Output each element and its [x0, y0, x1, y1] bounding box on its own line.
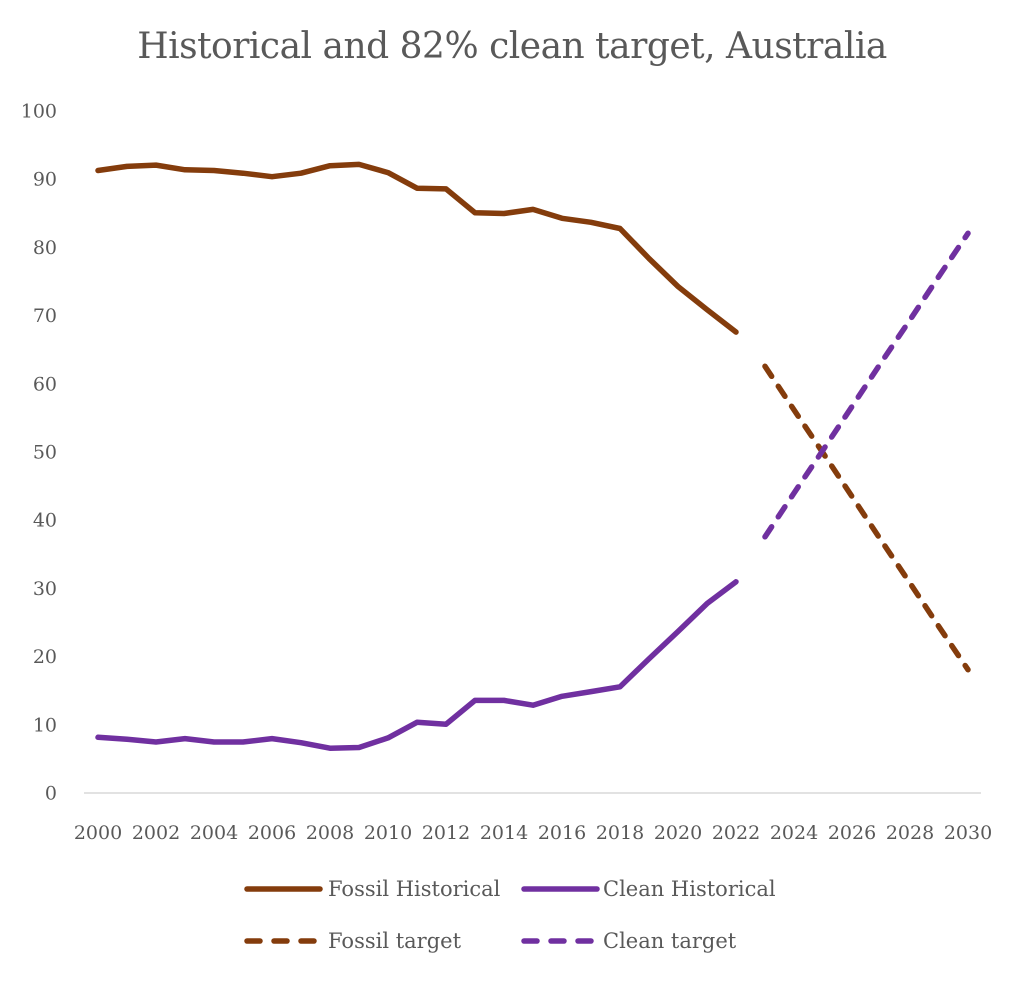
legend-label: Clean target	[603, 929, 737, 953]
x-tick-label: 2008	[306, 822, 354, 844]
legend-item: Clean Historical	[521, 877, 776, 901]
y-tick-label: 40	[33, 510, 57, 532]
x-tick-label: 2012	[422, 822, 470, 844]
series-line-fossil-historical	[95, 161, 739, 335]
x-tick-label: 2014	[480, 822, 528, 844]
y-tick-label: 90	[33, 169, 57, 191]
y-tick-label: 30	[33, 578, 57, 600]
legend-item: Clean target	[521, 929, 737, 953]
series-line-clean-historical	[95, 579, 739, 751]
y-tick-label: 70	[33, 305, 57, 327]
x-tick-label: 2028	[886, 822, 934, 844]
x-tick-label: 2018	[596, 822, 644, 844]
legend-label: Clean Historical	[603, 877, 776, 901]
legend-item: Fossil target	[244, 929, 462, 953]
y-tick-label: 100	[21, 101, 57, 123]
x-tick-label: 2016	[538, 822, 586, 844]
legend: Fossil Historical Clean Historical Fossil …	[244, 877, 776, 953]
x-tick-label: 2024	[770, 822, 818, 844]
legend-label: Fossil target	[328, 929, 462, 953]
x-tick-label: 2000	[74, 822, 122, 844]
y-tick-label: 50	[33, 442, 57, 464]
x-tick-label: 2022	[712, 822, 760, 844]
y-tick-label: 10	[33, 714, 57, 736]
series-line-fossil-target	[762, 363, 971, 673]
legend-label: Fossil Historical	[328, 877, 501, 901]
x-tick-label: 2004	[190, 822, 238, 844]
x-axis-ticks: 2000 2002 2004 2006 2008 2010 2012 2014 2016 2018…	[74, 822, 992, 844]
y-tick-label: 60	[33, 373, 57, 395]
x-tick-label: 2002	[132, 822, 180, 844]
x-tick-label: 2026	[828, 822, 876, 844]
series-lines	[95, 161, 971, 751]
x-tick-label: 2020	[654, 822, 702, 844]
y-tick-label: 0	[45, 783, 57, 805]
y-tick-label: 20	[33, 646, 57, 668]
y-axis-ticks: 0 10 20 30 40 50 60 70 80 90 100	[21, 101, 57, 805]
x-tick-label: 2030	[944, 822, 992, 844]
chart-title: Historical and 82% clean target, Austral…	[137, 26, 887, 67]
legend-item: Fossil Historical	[244, 877, 501, 901]
series-line-clean-target	[762, 230, 971, 540]
y-tick-label: 80	[33, 237, 57, 259]
x-tick-label: 2006	[248, 822, 296, 844]
x-tick-label: 2010	[364, 822, 412, 844]
